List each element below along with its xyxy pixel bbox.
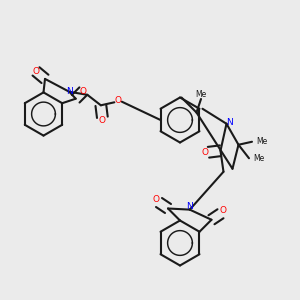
Text: O: O	[80, 87, 87, 96]
Text: O: O	[152, 195, 160, 204]
Text: O: O	[201, 148, 208, 157]
Text: N: N	[66, 87, 73, 96]
Text: Me: Me	[256, 137, 268, 146]
Text: O: O	[115, 96, 122, 105]
Text: Me: Me	[195, 90, 207, 99]
Text: O: O	[99, 116, 106, 125]
Text: O: O	[32, 67, 40, 76]
Text: N: N	[186, 202, 193, 211]
Text: N: N	[226, 118, 233, 127]
Text: O: O	[220, 206, 227, 215]
Text: Me: Me	[254, 154, 265, 163]
